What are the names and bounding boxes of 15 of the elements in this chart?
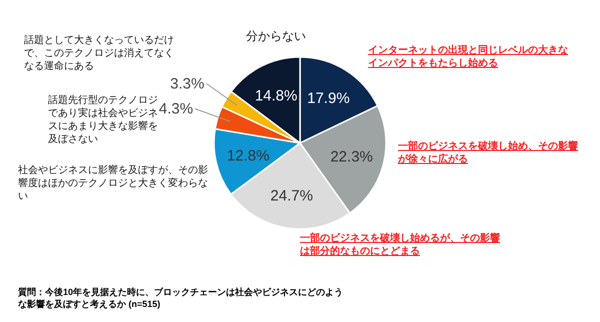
slice-label: 分からない xyxy=(246,29,306,43)
slice-label: 一部のビジネスを破壊し始め、その影響が徐々に広がる xyxy=(398,140,579,166)
data-label: 24.7% xyxy=(270,188,313,205)
slice-label: 一部のビジネスを破壊し始めるが、その影響は部分的なものにとどまる xyxy=(300,232,501,258)
data-label: 3.3% xyxy=(170,75,204,92)
slice-label: 社会やビジネスに影響を及ぼすが、その影響度はほかのテクノロジと大きく変わらない xyxy=(18,164,209,203)
text: 質問：今後10年を見据えた時に、ブロックチェーンは社会やビジネスにどのような影響を及ぼすと考えるか (n=515) xyxy=(18,286,344,310)
data-label: 17.9% xyxy=(307,90,350,107)
slice-label: インターネットの出現と同じレベルの大きなインパクトをもたらし始める xyxy=(368,44,569,70)
slice-label: 話題として大きくなっているだけで、このテクノロジは消えてなくなる運命にある xyxy=(24,34,174,73)
data-label: 12.8% xyxy=(226,148,270,165)
slice-label: 話題先行型のテクノロジであり実は社会やビジネスにあまり大きな影響を及ぼさない xyxy=(48,94,158,146)
data-label: 22.3% xyxy=(330,148,373,166)
data-label: 4.3% xyxy=(158,100,194,118)
data-label: 14.8% xyxy=(254,87,298,104)
